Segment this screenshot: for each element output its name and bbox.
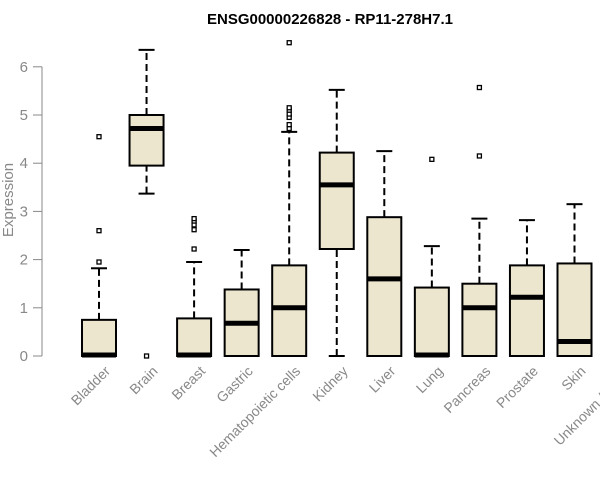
outlier-point-4 bbox=[191, 215, 197, 222]
outlier-point-5 bbox=[286, 105, 292, 111]
outlier-point-0 bbox=[143, 353, 150, 359]
y-tick-label-6: 6 bbox=[20, 59, 28, 76]
box-rect bbox=[318, 151, 355, 250]
outlier-point-6 bbox=[286, 40, 292, 46]
box-6 bbox=[366, 150, 403, 357]
x-tick-label-10: Skin bbox=[558, 363, 589, 394]
box-rect bbox=[128, 114, 165, 167]
box-2 bbox=[176, 215, 213, 358]
boxes-group bbox=[81, 40, 593, 359]
box-1 bbox=[128, 48, 165, 359]
outlier-point-2 bbox=[96, 134, 102, 140]
y-tick-label-0: 0 bbox=[20, 348, 28, 365]
box-3 bbox=[223, 248, 260, 358]
outlier-point-0 bbox=[96, 259, 102, 265]
box-rect bbox=[176, 317, 213, 357]
y-axis: 0 1 2 3 4 5 6 bbox=[20, 59, 43, 365]
x-tick-label-7: Lung bbox=[413, 363, 446, 396]
x-tick-label-3: Gastric bbox=[213, 363, 256, 406]
box-rect bbox=[508, 264, 545, 357]
box-rect bbox=[366, 216, 403, 357]
box-4 bbox=[271, 40, 308, 357]
y-tick-label-3: 3 bbox=[20, 203, 28, 220]
outlier-point-0 bbox=[429, 156, 435, 162]
y-tick-label-2: 2 bbox=[20, 252, 28, 269]
x-tick-label-1: Brain bbox=[126, 363, 160, 397]
x-tick-label-5: Kidney bbox=[309, 363, 351, 405]
outlier-point-0 bbox=[476, 153, 483, 159]
outlier-point-1 bbox=[191, 227, 197, 233]
y-tick-label-5: 5 bbox=[20, 107, 28, 124]
box-rect bbox=[461, 282, 498, 358]
x-tick-label-8: Pancreas bbox=[440, 363, 493, 416]
y-tick-label-1: 1 bbox=[20, 300, 28, 317]
box-rect bbox=[413, 286, 450, 357]
chart-title: ENSG00000226828 - RP11-278H7.1 bbox=[207, 11, 453, 28]
box-7 bbox=[413, 156, 450, 358]
box-0 bbox=[81, 134, 117, 358]
x-tick-label-4: Hematopoietic cells bbox=[206, 363, 303, 460]
y-tick-label-4: 4 bbox=[20, 155, 28, 172]
box-rect bbox=[271, 264, 308, 357]
box-5 bbox=[318, 88, 355, 357]
box-rect bbox=[81, 318, 117, 358]
box-9 bbox=[508, 219, 545, 357]
x-tick-label-2: Breast bbox=[168, 363, 208, 403]
x-tick-label-6: Liver bbox=[366, 363, 399, 396]
box-8 bbox=[461, 84, 498, 358]
x-tick-label-0: Bladder bbox=[68, 363, 114, 409]
outlier-point-1 bbox=[476, 84, 483, 91]
x-tick-label-9: Prostate bbox=[493, 363, 541, 411]
outlier-point-0 bbox=[191, 246, 197, 252]
y-axis-label: Expression bbox=[0, 163, 17, 237]
box-10 bbox=[556, 203, 593, 357]
outlier-point-1 bbox=[96, 228, 102, 234]
outlier-point-1 bbox=[286, 121, 292, 128]
